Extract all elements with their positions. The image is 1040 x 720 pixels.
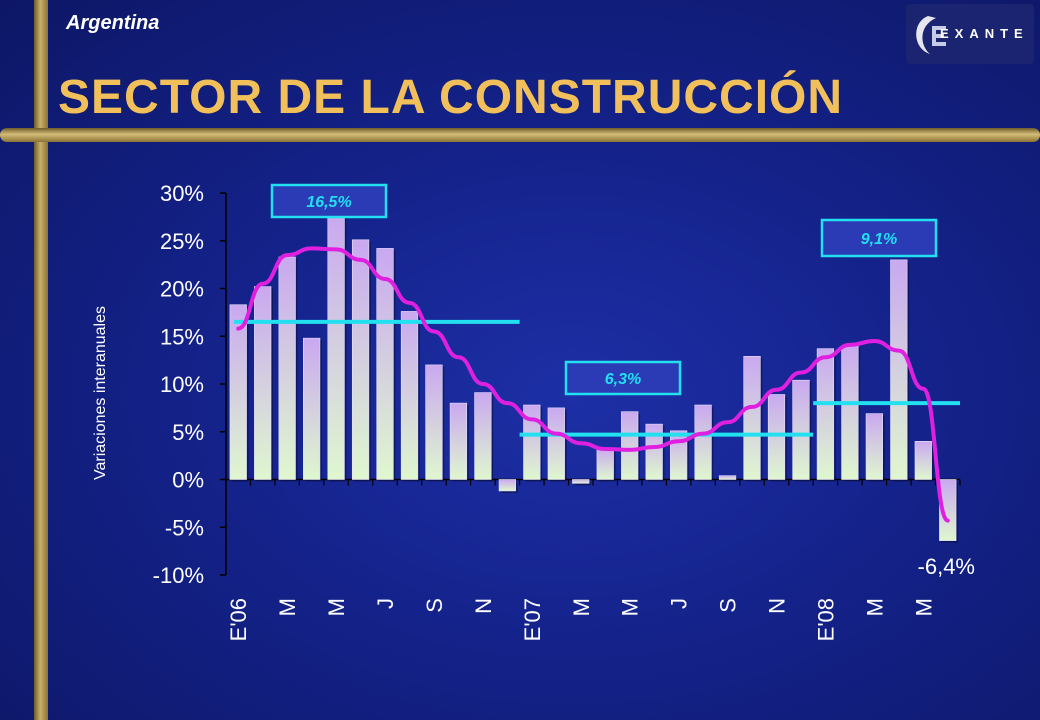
bar xyxy=(474,392,492,480)
y-tick-label: 25% xyxy=(160,229,204,254)
x-tick-label: M xyxy=(569,598,594,616)
x-tick-label: M xyxy=(275,598,300,616)
bar xyxy=(767,394,786,480)
x-tick-label: E'07 xyxy=(520,598,545,641)
x-tick-label: M xyxy=(862,598,887,616)
bar xyxy=(449,402,468,480)
bar xyxy=(841,345,859,480)
exante-logo: EXANTE xyxy=(906,4,1034,64)
bar xyxy=(621,411,639,480)
y-tick-label: -5% xyxy=(165,515,204,540)
bar xyxy=(254,286,272,480)
bar xyxy=(914,440,932,480)
logo-swoosh-icon xyxy=(916,16,946,54)
average-label-box xyxy=(564,360,682,396)
bar xyxy=(351,239,370,480)
x-tick-label: N xyxy=(765,598,790,614)
bar xyxy=(278,256,296,480)
page-title: SECTOR DE LA CONSTRUCCIÓN xyxy=(58,71,844,124)
x-tick-label: S xyxy=(422,598,447,613)
average-label-box xyxy=(270,183,388,219)
bar xyxy=(939,479,957,541)
bar xyxy=(425,364,443,480)
x-tick-label: M xyxy=(911,598,936,616)
last-value-label: -6,4% xyxy=(918,554,975,579)
bar xyxy=(303,337,321,480)
bar xyxy=(694,404,712,480)
x-tick-label: M xyxy=(618,598,643,616)
y-tick-label: 0% xyxy=(172,468,204,493)
bar xyxy=(376,248,394,480)
bar xyxy=(596,447,614,480)
bar xyxy=(645,423,663,480)
decorative-horizontal-bar xyxy=(0,128,1040,142)
y-tick-label: 30% xyxy=(160,181,204,206)
average-label: 9,1% xyxy=(861,231,897,248)
average-label: 16,5% xyxy=(306,194,351,211)
x-tick-label: E'08 xyxy=(813,598,838,641)
x-tick-label: N xyxy=(471,598,496,614)
bar xyxy=(890,259,908,480)
bar xyxy=(670,430,688,480)
bar xyxy=(792,379,810,480)
country-label: Argentina xyxy=(66,12,160,34)
bar xyxy=(229,304,247,480)
x-tick-label: E'06 xyxy=(226,598,251,641)
y-tick-label: 10% xyxy=(160,372,204,397)
bar xyxy=(865,413,883,480)
y-tick-label: 5% xyxy=(172,420,204,445)
bar xyxy=(400,311,419,480)
bar xyxy=(547,407,565,480)
bar xyxy=(327,213,345,480)
bar xyxy=(523,404,541,480)
y-tick-label: 15% xyxy=(160,324,204,349)
logo-text: EXANTE xyxy=(940,26,1029,41)
y-tick-label: -10% xyxy=(153,563,204,588)
trend-line xyxy=(236,246,950,523)
y-tick-label: 20% xyxy=(160,277,204,302)
bar xyxy=(718,475,737,480)
bar xyxy=(498,479,516,492)
bar xyxy=(816,348,835,480)
bar xyxy=(743,356,761,480)
x-tick-label: J xyxy=(667,598,692,609)
x-tick-label: M xyxy=(324,598,349,616)
x-tick-label: J xyxy=(373,598,398,609)
decorative-vertical-bar xyxy=(34,0,48,720)
x-tick-label: S xyxy=(716,598,741,613)
bar xyxy=(572,479,590,484)
average-label: 6,3% xyxy=(605,371,641,388)
average-label-box xyxy=(820,218,938,258)
